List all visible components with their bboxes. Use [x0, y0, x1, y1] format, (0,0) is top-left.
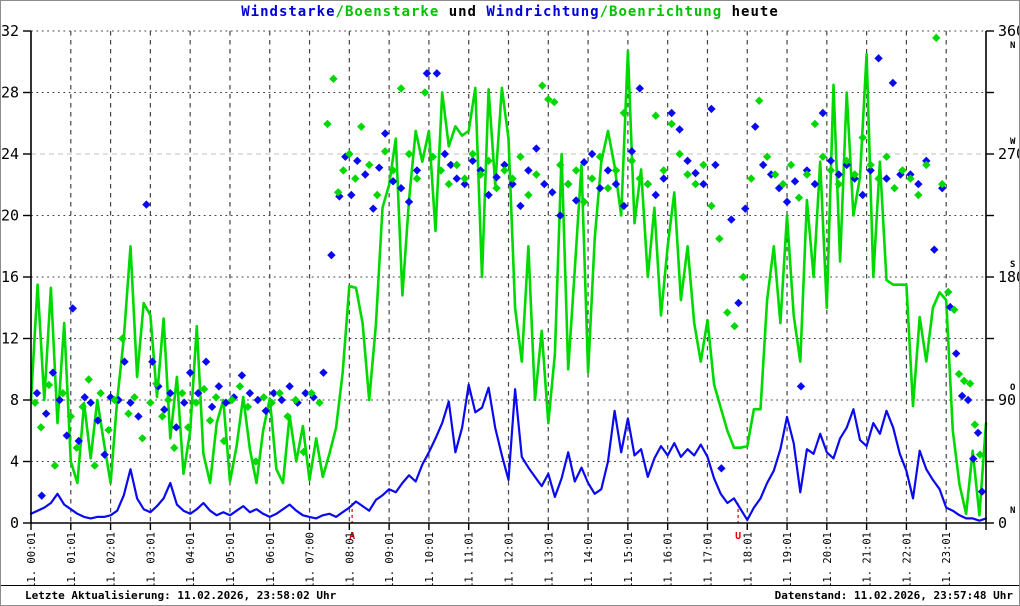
compass-360-N: N: [1010, 41, 1015, 51]
wind-chart: AU048121620242832090180270360NWSON11. 00…: [1, 22, 1020, 587]
title-segment-3: und: [439, 4, 487, 20]
x-tick-label-16: 11. 16:01: [663, 532, 675, 587]
compass-90-O: O: [1010, 383, 1016, 393]
y-left-tick-20: 20: [1, 207, 19, 225]
boenstaerke-line: [29, 49, 988, 517]
x-tick-label-15: 11. 15:01: [623, 532, 635, 587]
y-left-tick-24: 24: [1, 145, 19, 163]
axes: [23, 30, 994, 530]
title-segment-5: /: [599, 4, 610, 20]
title-segment-1: /: [335, 4, 345, 20]
title-segment-7: heute: [722, 4, 779, 20]
y-left-tick-0: 0: [10, 514, 19, 532]
y-left-tick-12: 12: [1, 330, 19, 348]
chart-title: Windstarke/Boenstarke und Windrichtung/B…: [1, 4, 1019, 20]
last-update-text: Letzte Aktualisierung: 11.02.2026, 23:58…: [25, 589, 337, 602]
compass-270-W: W: [1010, 137, 1016, 147]
y-left-tick-32: 32: [1, 22, 19, 40]
y-left-tick-4: 4: [10, 453, 19, 471]
status-bar: Letzte Aktualisierung: 11.02.2026, 23:58…: [1, 585, 1019, 605]
x-tick-label-0: 11. 00:01: [26, 532, 38, 587]
sun-marker-label-A: A: [349, 531, 355, 542]
x-tick-label-9: 11. 09:01: [384, 532, 396, 587]
x-tick-label-7: 11. 07:00: [305, 532, 317, 587]
y-left-tick-8: 8: [10, 391, 19, 409]
y-right-tick-270: 270: [998, 145, 1020, 163]
y-right-tick-0: 0: [998, 514, 1007, 532]
x-tick-label-4: 11. 04:01: [185, 532, 197, 587]
title-segment-2: Boenstarke: [344, 4, 440, 20]
title-segment-4: Windrichtung: [486, 4, 600, 20]
y-right-tick-360: 360: [998, 22, 1020, 40]
windrichtung-points: [32, 54, 987, 500]
x-tick-label-5: 11. 05:01: [225, 532, 237, 587]
title-segment-6: Boenrichtung: [609, 4, 723, 20]
x-tick-label-8: 11. 08:01: [344, 532, 356, 587]
x-tick-label-22: 11. 22:01: [901, 532, 913, 587]
x-tick-label-2: 11. 02:01: [106, 532, 118, 587]
x-tick-label-10: 11. 10:01: [424, 532, 436, 587]
y-left-tick-16: 16: [1, 268, 19, 286]
x-tick-label-18: 11. 18:01: [742, 532, 754, 587]
boenrichtung-points: [30, 33, 985, 470]
x-tick-label-12: 11. 12:01: [504, 532, 516, 587]
compass-180-S: S: [1010, 260, 1015, 270]
y-right-tick-180: 180: [998, 268, 1020, 286]
x-tick-label-3: 11. 03:01: [145, 532, 157, 587]
series: [29, 33, 988, 522]
compass-0-N: N: [1010, 506, 1015, 516]
x-tick-label-1: 11. 01:01: [66, 532, 78, 587]
title-segment-0: Windstarke: [241, 4, 336, 20]
x-tick-label-14: 11. 14:01: [583, 532, 595, 587]
y-left-tick-28: 28: [1, 84, 19, 102]
x-tick-label-23: 11. 23:01: [941, 532, 953, 587]
x-tick-label-6: 11. 06:01: [265, 532, 277, 587]
x-tick-label-11: 11. 11:01: [464, 532, 476, 587]
x-tick-label-17: 11. 17:01: [702, 532, 714, 587]
x-tick-label-20: 11. 20:01: [822, 532, 834, 587]
y-right-tick-90: 90: [998, 391, 1016, 409]
sun-marker-label-U: U: [735, 531, 741, 542]
axis-labels: 048121620242832090180270360NWSON11. 00:0…: [1, 22, 1020, 587]
data-timestamp-text: Datenstand: 11.02.2026, 23:57:48 Uhr: [774, 589, 1013, 602]
x-tick-label-13: 11. 13:01: [543, 532, 555, 587]
windstaerke-line: [29, 383, 988, 522]
x-tick-label-21: 11. 21:01: [862, 532, 874, 587]
x-tick-label-19: 11. 19:01: [782, 532, 794, 587]
